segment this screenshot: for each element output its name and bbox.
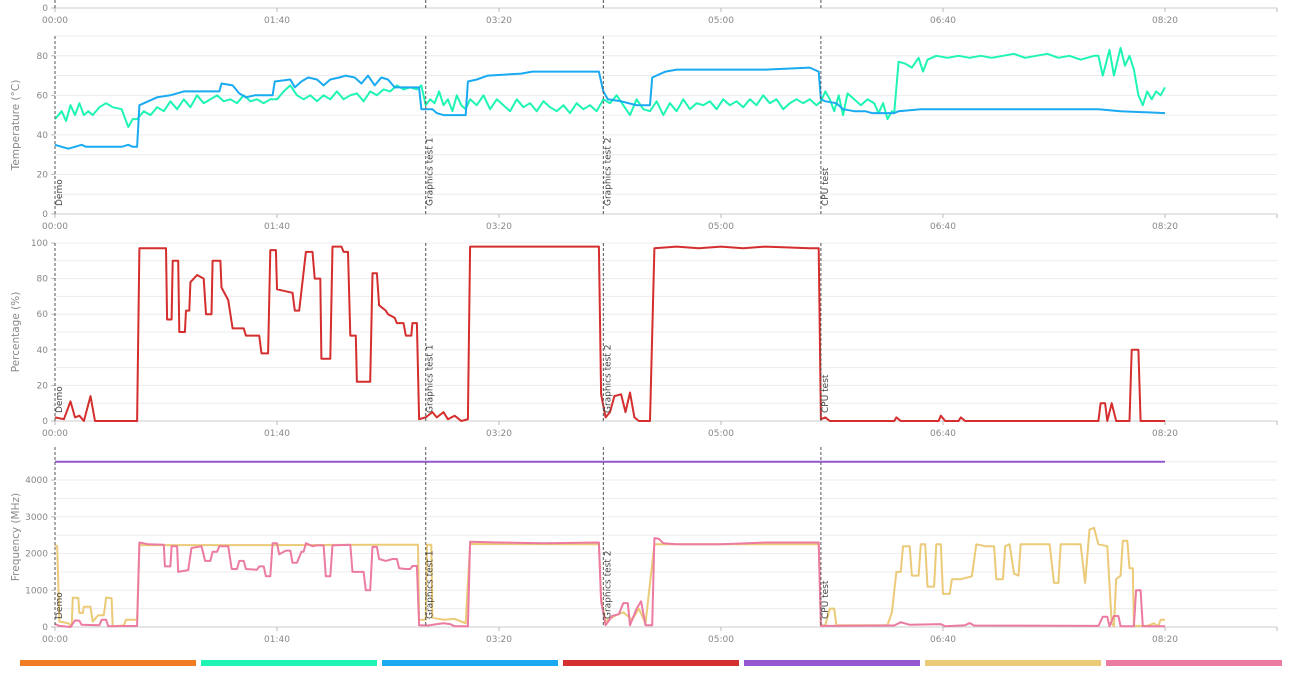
y-tick-label: 1000: [25, 586, 48, 596]
x-tick-label: 03:20: [486, 635, 512, 645]
x-tick-label: 08:20: [1152, 222, 1178, 232]
event-marker-label: Graphics test 1: [426, 138, 436, 206]
y-tick-label: 2000: [25, 550, 48, 560]
legend-item-6[interactable]: [1106, 660, 1282, 666]
event-marker-label: CPU test: [821, 167, 831, 206]
legend: [20, 660, 1282, 666]
x-tick-label: 06:40: [930, 429, 956, 439]
x-tick-label: 08:20: [1152, 429, 1178, 439]
y-tick-label: 0: [42, 4, 48, 14]
x-tick-label: 05:00: [708, 429, 734, 439]
x-tick-label: 00:00: [42, 635, 68, 645]
event-marker-label: CPU test: [821, 580, 831, 619]
y-tick-label: 60: [37, 310, 49, 320]
legend-item-5[interactable]: [925, 660, 1101, 666]
y-tick-label: 20: [37, 170, 49, 180]
y-tick-label: 80: [37, 52, 49, 62]
x-tick-label: 01:40: [264, 429, 290, 439]
event-marker-label: Demo: [55, 386, 65, 413]
y-tick-label: 60: [37, 91, 49, 101]
series-line-0: [54, 245, 1165, 422]
chart-2: 0 20 40 60 80 100 Percentage (%) 00:00 01:40 03:2…: [10, 239, 1278, 439]
x-tick-label: 06:40: [930, 16, 956, 26]
x-tick-label: 03:20: [486, 16, 512, 26]
series-line-0: [54, 46, 1166, 128]
event-marker-label: Demo: [55, 179, 65, 206]
event-marker-label: Graphics test 1: [426, 345, 436, 413]
x-tick-label: 00:00: [42, 16, 68, 26]
event-marker-label: CPU test: [821, 374, 831, 413]
series-line-1: [54, 66, 1166, 150]
x-tick-label: 00:00: [42, 222, 68, 232]
y-tick-label: 0: [42, 623, 48, 633]
chart-stack: 0 00:00 01:40 03:20 05:00 06:40 08:20 0 20 40 60 80…: [10, 0, 1278, 645]
y-tick-label: 20: [37, 381, 49, 391]
x-tick-label: 06:40: [930, 222, 956, 232]
y-tick-label: 100: [31, 239, 48, 249]
y-axis-label: Percentage (%): [10, 292, 22, 373]
event-marker-label: Graphics test 2: [603, 138, 613, 206]
y-tick-label: 3000: [25, 513, 48, 523]
y-axis-label: Temperature (°C): [10, 80, 22, 172]
y-tick-label: 40: [37, 346, 49, 356]
x-tick-label: 08:20: [1152, 635, 1178, 645]
x-tick-label: 03:20: [486, 222, 512, 232]
event-marker-label: Demo: [55, 592, 65, 619]
x-tick-label: 06:40: [930, 635, 956, 645]
x-tick-label: 05:00: [708, 635, 734, 645]
legend-item-2[interactable]: [382, 660, 558, 666]
x-tick-label: 01:40: [264, 635, 290, 645]
x-tick-label: 08:20: [1152, 16, 1178, 26]
x-tick-label: 05:00: [708, 16, 734, 26]
y-axis-label: Frequency (MHz): [10, 493, 22, 581]
x-tick-label: 00:00: [42, 429, 68, 439]
x-tick-label: 05:00: [708, 222, 734, 232]
y-tick-label: 80: [37, 275, 49, 285]
y-tick-label: 0: [42, 210, 48, 220]
y-tick-label: 0: [42, 417, 48, 427]
chart-1: 0 20 40 60 80 Temperature (°C) 00:00 01:40 03:20…: [10, 35, 1278, 232]
event-marker-label: Graphics test 1: [426, 551, 436, 619]
y-tick-label: 40: [37, 131, 49, 141]
x-tick-label: 03:20: [486, 429, 512, 439]
legend-item-1[interactable]: [201, 660, 377, 666]
chart-0: 0 00:00 01:40 03:20 05:00 06:40 08:20: [42, 0, 1278, 26]
y-tick-label: 4000: [25, 476, 48, 486]
x-tick-label: 01:40: [264, 222, 290, 232]
legend-item-4[interactable]: [744, 660, 920, 666]
legend-item-0[interactable]: [20, 660, 196, 666]
x-tick-label: 01:40: [264, 16, 290, 26]
event-marker-label: Graphics test 2: [603, 345, 613, 413]
charts-svg: 0 00:00 01:40 03:20 05:00 06:40 08:20 0 20 40 60 80…: [10, 0, 1278, 645]
series-line-2: [54, 537, 1165, 628]
event-marker-label: Graphics test 2: [603, 551, 613, 619]
legend-item-3[interactable]: [563, 660, 739, 666]
